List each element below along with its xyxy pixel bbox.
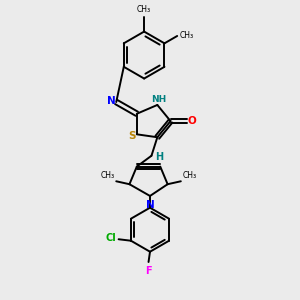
Text: N: N — [106, 96, 115, 106]
Text: S: S — [128, 131, 135, 141]
Text: CH₃: CH₃ — [179, 31, 193, 40]
Text: CH₃: CH₃ — [182, 171, 197, 180]
Text: CH₃: CH₃ — [137, 5, 151, 14]
Text: CH₃: CH₃ — [101, 171, 115, 180]
Text: Cl: Cl — [106, 233, 116, 243]
Text: F: F — [145, 266, 152, 276]
Text: N: N — [146, 200, 154, 210]
Text: O: O — [188, 116, 196, 126]
Text: NH: NH — [151, 94, 166, 103]
Text: H: H — [155, 152, 163, 162]
